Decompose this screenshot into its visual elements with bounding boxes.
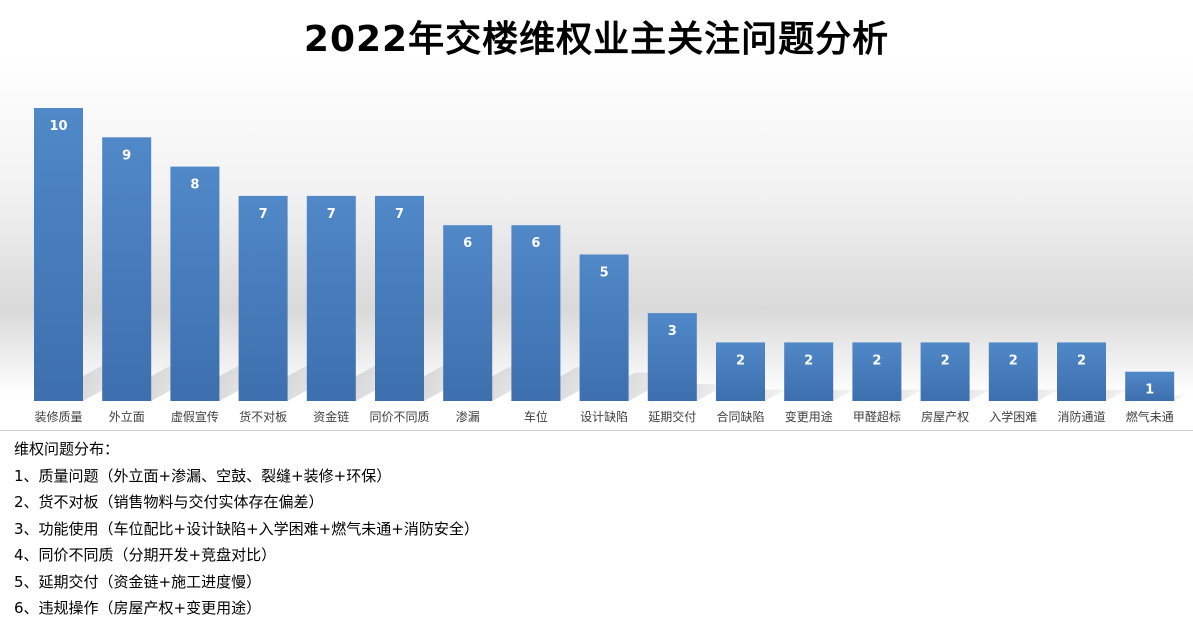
category-tick-label: 甲醛超标 <box>853 409 901 424</box>
notes-item-1: 1、质量问题（外立面+渗漏、空鼓、裂缝+装修+环保） <box>14 463 1174 490</box>
bar-3 <box>170 167 219 401</box>
bar-value-label: 2 <box>941 353 950 368</box>
bar-value-label: 2 <box>1077 353 1086 368</box>
bar-value-label: 2 <box>1009 353 1018 368</box>
bar-15 <box>989 342 1038 401</box>
category-tick-label: 同价不同质 <box>369 410 429 424</box>
category-tick-label: 合同缺陷 <box>716 409 764 424</box>
bar-16 <box>1057 342 1106 401</box>
notes-item-4: 4、同价不同质（分期开发+竞盘对比） <box>14 542 1174 569</box>
bar-11 <box>716 342 765 401</box>
category-tick-label: 消防通道 <box>1057 409 1105 424</box>
category-tick-label: 入学困难 <box>989 409 1037 424</box>
notes-heading: 维权问题分布： <box>14 436 1174 463</box>
category-tick-label: 渗漏 <box>456 409 480 424</box>
bar-value-label: 7 <box>395 207 404 222</box>
category-tick-label: 燃气未通 <box>1126 409 1174 424</box>
bar-value-label: 7 <box>259 207 268 222</box>
notes-item-6: 6、违规操作（房屋产权+变更用途） <box>14 595 1174 622</box>
category-tick-label: 虚假宣传 <box>171 409 219 424</box>
category-tick-label: 车位 <box>524 409 548 424</box>
category-tick-label: 资金链 <box>313 409 349 424</box>
bar-6 <box>375 196 424 401</box>
bar-4 <box>239 196 288 401</box>
bar-chart: 10 9 8 7 7 7 6 6 5 3 2 2 2 2 2 2 1 装修质量 外立面 虚假宣传 货不对板 资金链 同价不… <box>0 0 1193 430</box>
bar-value-label: 10 <box>49 119 67 134</box>
category-tick-label: 延期交付 <box>648 409 696 424</box>
category-tick-label: 房屋产权 <box>921 409 969 424</box>
bar-value-label: 6 <box>531 236 540 251</box>
bar-7 <box>443 225 492 401</box>
bar-value-label: 1 <box>1145 383 1154 398</box>
bar-value-label: 9 <box>122 148 131 163</box>
bar-value-label: 2 <box>872 353 881 368</box>
category-tick-label: 变更用途 <box>785 409 833 424</box>
notes-item-5: 5、延期交付（资金链+施工进度慢） <box>14 569 1174 596</box>
bar-2 <box>102 137 151 401</box>
bar-1 <box>34 108 83 401</box>
bar-value-label: 8 <box>190 178 199 193</box>
bar-value-label: 7 <box>327 207 336 222</box>
bar-value-label: 6 <box>463 236 472 251</box>
bar-13 <box>852 342 901 401</box>
bar-8 <box>511 225 560 401</box>
bar-14 <box>921 342 970 401</box>
notes-section: 维权问题分布： 1、质量问题（外立面+渗漏、空鼓、裂缝+装修+环保） 2、货不对… <box>14 436 1174 622</box>
notes-item-3: 3、功能使用（车位配比+设计缺陷+入学困难+燃气未通+消防安全） <box>14 516 1174 543</box>
notes-item-2: 2、货不对板（销售物料与交付实体存在偏差） <box>14 489 1174 516</box>
category-tick-label: 外立面 <box>109 409 145 424</box>
bar-value-label: 2 <box>804 353 813 368</box>
bar-value-label: 3 <box>668 324 677 339</box>
chart-area: 2022年交楼维权业主关注问题分析 10 9 8 7 7 7 6 6 5 3 2 2 2 2 2 2 1 装修质… <box>0 0 1193 431</box>
category-tick-label: 货不对板 <box>239 409 287 424</box>
category-tick-label: 设计缺陷 <box>580 409 628 424</box>
bar-5 <box>307 196 356 401</box>
category-tick-label: 装修质量 <box>34 409 82 424</box>
bar-value-label: 2 <box>736 353 745 368</box>
bar-value-label: 5 <box>600 266 609 281</box>
bar-12 <box>784 342 833 401</box>
